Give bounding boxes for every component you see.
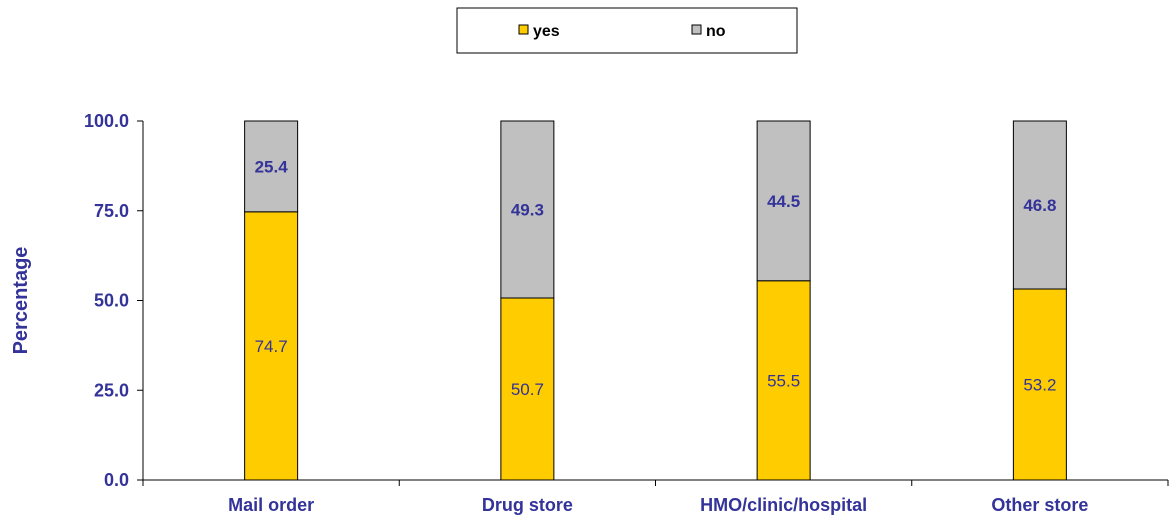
data-label-no-3: 46.8	[1023, 196, 1056, 215]
y-tick-label-3: 75.0	[94, 201, 129, 221]
y-tick-label-2: 50.0	[94, 291, 129, 311]
x-tick-label-1: Drug store	[482, 495, 573, 515]
data-label-yes-3: 53.2	[1023, 376, 1056, 395]
x-tick-label-0: Mail order	[228, 495, 314, 515]
bar-no-2	[756, 120, 811, 282]
y-axis-title: Percentage	[10, 247, 32, 355]
legend-swatch-yes	[518, 24, 529, 35]
bar-yes-2	[756, 280, 811, 481]
y-tick-label-1: 25.0	[94, 380, 129, 400]
legend: yes no	[456, 7, 798, 54]
bar-yes-0	[244, 211, 299, 481]
x-tick-label-2: HMO/clinic/hospital	[700, 495, 867, 515]
legend-label-no: no	[706, 23, 726, 40]
bar-no-1	[500, 120, 555, 299]
y-tick-label-0: 0.0	[104, 470, 129, 490]
data-label-no-2: 44.5	[767, 192, 800, 211]
data-label-no-1: 49.3	[511, 200, 544, 219]
x-tick-label-3: Other store	[991, 495, 1088, 515]
data-label-yes-1: 50.7	[511, 380, 544, 399]
plot-area: 74.7 25.4 50.7 49.3 55.5 44.5 53.2 46.8 0.0 25.0 5…	[84, 111, 1169, 515]
data-label-yes-0: 74.7	[255, 337, 288, 356]
bar-no-3	[1012, 120, 1067, 290]
y-tick-label-4: 100.0	[84, 111, 129, 131]
data-label-no-0: 25.4	[255, 157, 289, 176]
data-label-yes-2: 55.5	[767, 371, 800, 390]
legend-label-yes: yes	[533, 23, 560, 40]
bar-no-0	[244, 120, 299, 213]
legend-swatch-no	[691, 24, 702, 35]
legend-frame	[456, 7, 798, 54]
